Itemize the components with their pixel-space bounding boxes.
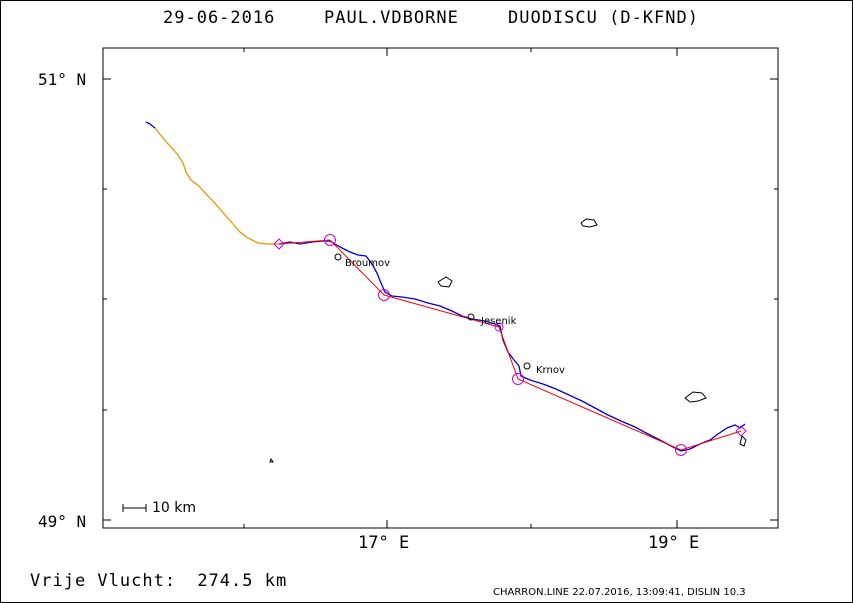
distance-label: Vrije Vlucht:	[30, 571, 177, 591]
task-legs	[278, 239, 742, 451]
credit-line: CHARRON.LINE 22.07.2016, 13:09:41, DISLI…	[493, 587, 746, 598]
track-gps	[145, 121, 746, 452]
town-label-jesenik: Jesenik	[480, 316, 517, 327]
pilot-name: PAUL.VDBORNE	[324, 8, 459, 28]
turnpoints	[273, 234, 747, 456]
lat-label-top: 51° N	[38, 70, 87, 89]
airspace-outlines	[269, 218, 747, 463]
flight-date: 29-06-2016	[163, 8, 276, 28]
lon-label-right: 19° E	[648, 533, 700, 553]
turnpoint-4	[512, 373, 524, 385]
scale-label: 10 km	[152, 500, 197, 516]
town-label-broumov: Broumov	[345, 258, 390, 269]
turnpoint-1	[324, 234, 336, 246]
town-marker-broumov	[334, 253, 342, 261]
distance-value: 274.5 km	[197, 571, 288, 591]
glider-name: DUODISCU (D-KFND)	[508, 8, 699, 28]
turnpoint-5	[675, 444, 687, 456]
turnpoint-2	[378, 289, 390, 301]
town-markers: Broumov Jesenik Krnov	[334, 253, 565, 376]
turnpoint-3	[494, 322, 504, 332]
lon-label-left: 17° E	[358, 533, 410, 553]
town-label-krnov: Krnov	[536, 365, 565, 376]
finish-point	[735, 425, 747, 437]
track-engine	[154, 127, 279, 245]
axis-ticks	[103, 48, 778, 528]
start-point	[273, 238, 285, 250]
lat-label-bottom: 49° N	[38, 512, 87, 531]
town-marker-krnov	[523, 362, 531, 370]
distance-summary: Vrije Vlucht: 274.5 km	[30, 571, 287, 591]
plot-border	[102, 47, 779, 529]
town-marker-jesenik	[467, 313, 475, 321]
scale-bar	[122, 504, 147, 512]
